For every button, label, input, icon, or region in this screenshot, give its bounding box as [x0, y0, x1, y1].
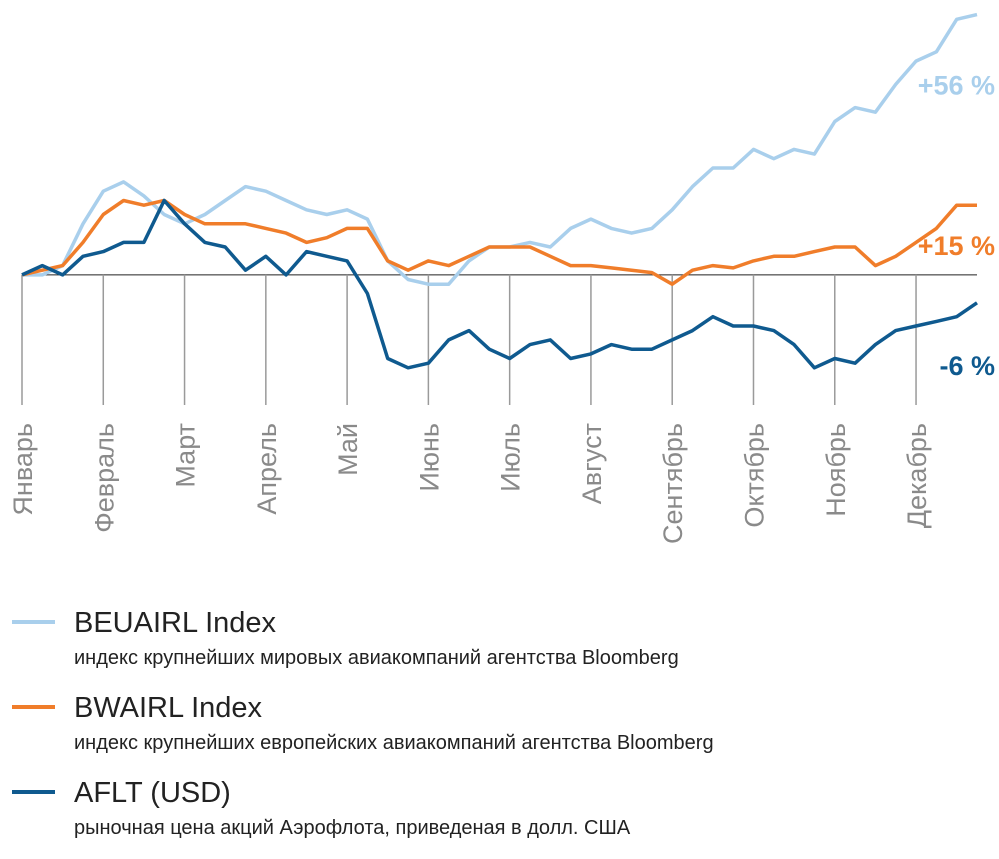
x-tick-label: Декабрь — [902, 423, 932, 528]
x-tick-label: Июнь — [414, 423, 444, 492]
end-label: +15 % — [918, 231, 995, 261]
legend-name: BEUAIRL Index — [74, 607, 277, 639]
end-label: +56 % — [918, 71, 995, 101]
x-tick-label: Август — [577, 423, 607, 504]
x-tick-label: Апрель — [252, 423, 282, 515]
series-line — [21, 198, 978, 370]
x-tick-label: Январь — [8, 423, 38, 516]
legend-name: AFLT (USD) — [74, 777, 231, 809]
x-tick-label: Июль — [496, 423, 526, 492]
legend-description: рыночная цена акций Аэрофлота, приведена… — [74, 817, 631, 839]
end-label: -6 % — [939, 351, 995, 381]
x-tick-label: Сентябрь — [658, 423, 688, 544]
x-tick-label: Май — [333, 423, 363, 476]
legend-description: индекс крупнейших европейских авиакомпан… — [74, 732, 714, 754]
legend-name: BWAIRL Index — [74, 692, 263, 724]
x-tick-label: Март — [171, 423, 201, 488]
x-tick-label: Октябрь — [739, 423, 769, 528]
x-tick-label: Февраль — [89, 423, 119, 533]
series-line — [21, 198, 977, 286]
x-tick-label: Ноябрь — [821, 423, 851, 517]
legend-description: индекс крупнейших мировых авиакомпаний а… — [74, 647, 679, 669]
series-line — [22, 12, 978, 286]
